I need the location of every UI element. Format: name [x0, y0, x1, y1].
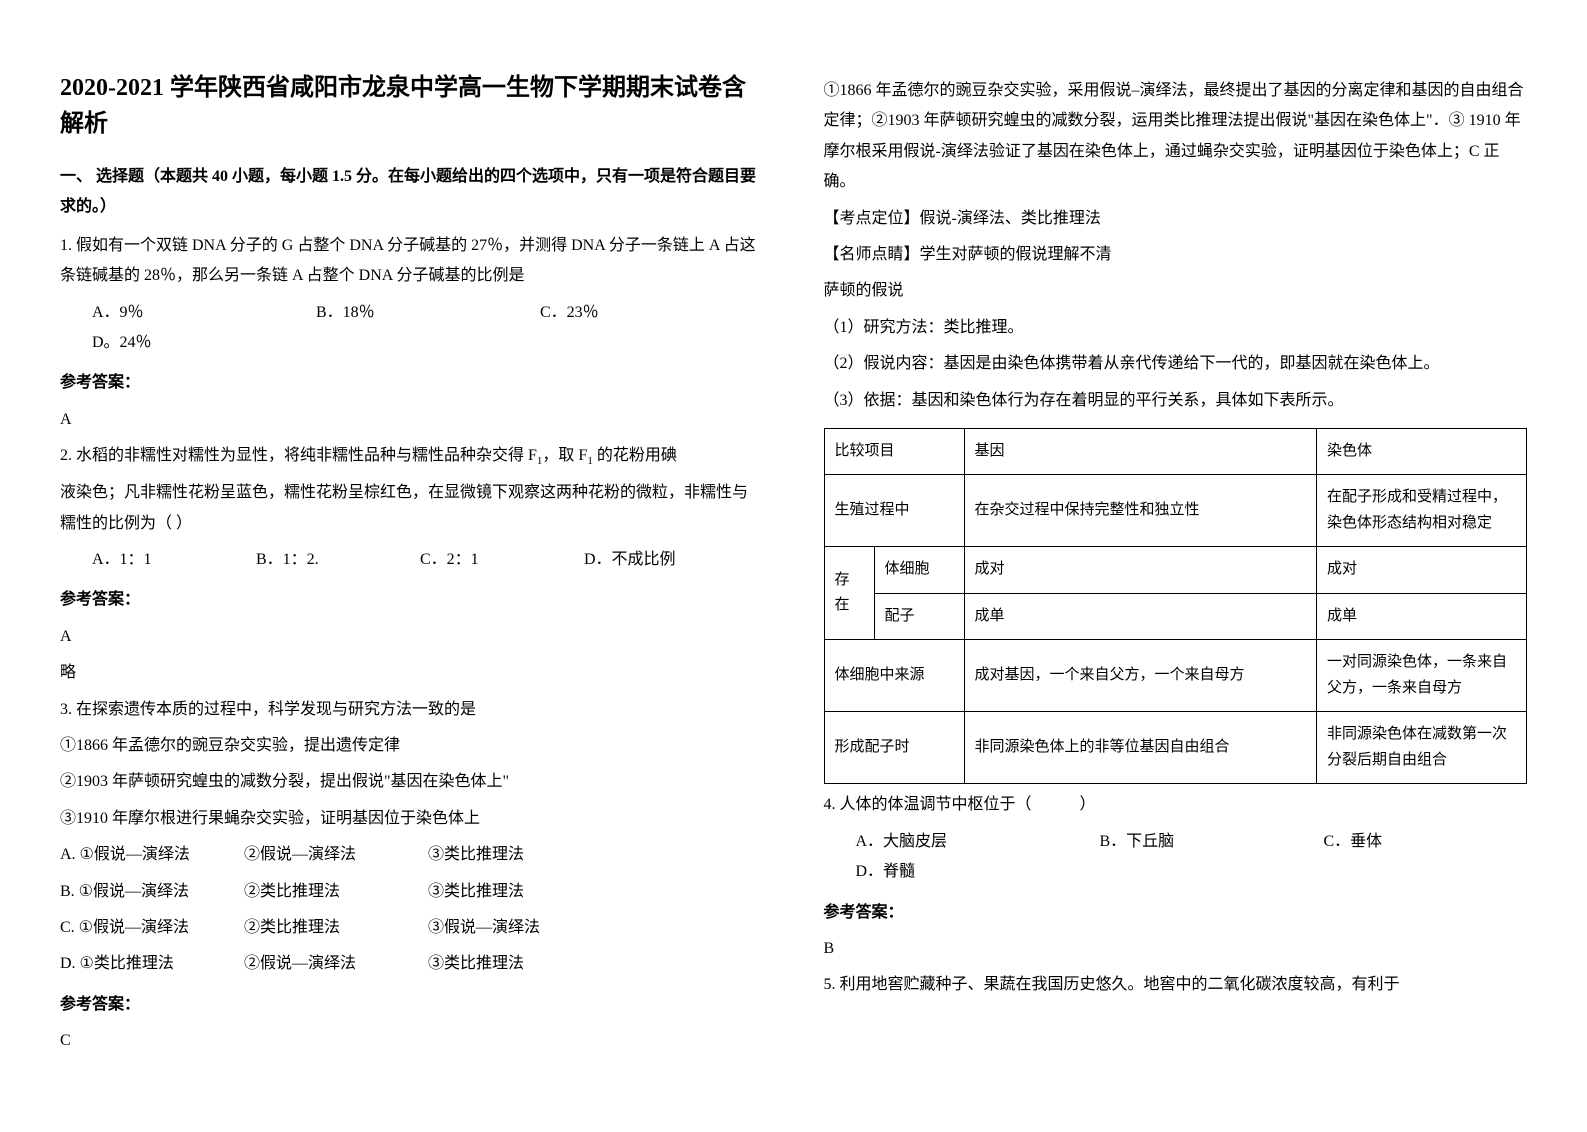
- q3-a-c2: ③类比推理法: [428, 840, 524, 870]
- q4-opt-d: D．脊髓: [856, 863, 916, 880]
- sutton-3: （3）依据：基因和染色体行为存在着明显的平行关系，具体如下表所示。: [824, 386, 1528, 416]
- q3-line2: ②1903 年萨顿研究蝗虫的减数分裂，提出假说"基因在染色体上": [60, 767, 764, 797]
- q1-opt-b: B．18％: [316, 298, 496, 328]
- q3-row-c: C. ①假说—演绎法 ②类比推理法 ③假说—演绎法: [60, 913, 764, 943]
- r3-c0: 体细胞中来源: [824, 640, 964, 712]
- q3-ans-label: 参考答案：: [60, 990, 764, 1020]
- q3-explanation: ①1866 年孟德尔的豌豆杂交实验，采用假说–演绎法，最终提出了基因的分离定律和…: [824, 76, 1528, 198]
- q4-options-row1: A．大脑皮层 B．下丘脑 C．垂体: [824, 827, 1528, 857]
- r2b-c2: 成单: [1317, 593, 1527, 640]
- sutton-title: 萨顿的假说: [824, 276, 1528, 306]
- q1-text: 1. 假如有一个双链 DNA 分子的 G 占整个 DNA 分子碱基的 27％，并…: [60, 231, 764, 292]
- q4-opt-c: C．垂体: [1324, 827, 1383, 857]
- r1-c2: 在配子形成和受精过程中，染色体形态结构相对稳定: [1317, 475, 1527, 547]
- r1-c1: 在杂交过程中保持完整性和独立性: [964, 475, 1317, 547]
- q2-ans-label: 参考答案：: [60, 585, 764, 615]
- r1-c0: 生殖过程中: [824, 475, 964, 547]
- q2-opt-c: C．2：1: [420, 545, 540, 575]
- q4-ans: B: [824, 934, 1528, 964]
- q1-options-row2: D。24％: [60, 328, 764, 358]
- q2-t1c: 的花粉用碘: [593, 447, 677, 464]
- q2-opt-d: D．不成比例: [584, 545, 676, 575]
- r3-c1: 成对基因，一个来自父方，一个来自母方: [964, 640, 1317, 712]
- q4-options-row2: D．脊髓: [824, 857, 1528, 887]
- q3-line1: ①1866 年孟德尔的豌豆杂交实验，提出遗传定律: [60, 731, 764, 761]
- q2-ans2: 略: [60, 658, 764, 688]
- left-column: 2020-2021 学年陕西省咸阳市龙泉中学高一生物下学期期末试卷含解析 一、 …: [60, 70, 764, 1062]
- q2-text1: 2. 水稻的非糯性对糯性为显性，将纯非糯性品种与糯性品种杂交得 F1，取 F1 …: [60, 441, 764, 472]
- th-gene: 基因: [964, 428, 1317, 475]
- table-header-row: 比较项目 基因 染色体: [824, 428, 1527, 475]
- table-row: 体细胞中来源 成对基因，一个来自父方，一个来自母方 一对同源染色体，一条来自父方…: [824, 640, 1527, 712]
- th-compare: 比较项目: [824, 428, 964, 475]
- q2-opt-a: A．1：1: [92, 545, 212, 575]
- q3-b-c1: ②类比推理法: [244, 877, 424, 907]
- q3-c-c1: ②类比推理法: [244, 913, 424, 943]
- comparison-table: 比较项目 基因 染色体 生殖过程中 在杂交过程中保持完整性和独立性 在配子形成和…: [824, 428, 1528, 785]
- q1-opt-a: A．9％: [92, 298, 272, 328]
- q4-text: 4. 人体的体温调节中枢位于（ ）: [824, 790, 1528, 820]
- table-row: 存在 体细胞 成对 成对: [824, 547, 1527, 594]
- table-row: 生殖过程中 在杂交过程中保持完整性和独立性 在配子形成和受精过程中，染色体形态结…: [824, 475, 1527, 547]
- q1-ans: A: [60, 405, 764, 435]
- r2b-c1: 成单: [964, 593, 1317, 640]
- q3-ms: 【名师点睛】学生对萨顿的假说理解不清: [824, 240, 1528, 270]
- q3-d-c1: ②假说—演绎法: [244, 949, 424, 979]
- q4-ans-label: 参考答案：: [824, 898, 1528, 928]
- q3-b-c2: ③类比推理法: [428, 877, 524, 907]
- r2b-c0: 配子: [874, 593, 964, 640]
- r4-c1: 非同源染色体上的非等位基因自由组合: [964, 712, 1317, 784]
- q2-t1b: ，取 F: [542, 447, 587, 464]
- q3-c-c2: ③假说—演绎法: [428, 913, 540, 943]
- q3-row-d: D. ①类比推理法 ②假说—演绎法 ③类比推理法: [60, 949, 764, 979]
- q3-b-c0: B. ①假说—演绎法: [60, 877, 240, 907]
- r2a-c2: 成对: [1317, 547, 1527, 594]
- r3-c2: 一对同源染色体，一条来自父方，一条来自母方: [1317, 640, 1527, 712]
- th-chrom: 染色体: [1317, 428, 1527, 475]
- r2a-c0: 体细胞: [874, 547, 964, 594]
- q3-a-c1: ②假说—演绎法: [244, 840, 424, 870]
- q2-t1a: 2. 水稻的非糯性对糯性为显性，将纯非糯性品种与糯性品种杂交得 F: [60, 447, 537, 464]
- q3-line3: ③1910 年摩尔根进行果蝇杂交实验，证明基因位于染色体上: [60, 804, 764, 834]
- q3-c-c0: C. ①假说—演绎法: [60, 913, 240, 943]
- r4-c0: 形成配子时: [824, 712, 964, 784]
- q5-text: 5. 利用地窖贮藏种子、果蔬在我国历史悠久。地窖中的二氧化碳浓度较高，有利于: [824, 970, 1528, 1000]
- q1-opt-d: D。24％: [92, 334, 152, 351]
- sutton-2: （2）假说内容：基因是由染色体携带着从亲代传递给下一代的，即基因就在染色体上。: [824, 349, 1528, 379]
- table-row: 配子 成单 成单: [824, 593, 1527, 640]
- q2-options: A．1：1 B．1：2. C．2：1 D．不成比例: [60, 545, 764, 575]
- r4-c2: 非同源染色体在减数第一次分裂后期自由组合: [1317, 712, 1527, 784]
- sutton-1: （1）研究方法：类比推理。: [824, 313, 1528, 343]
- q2-ans: A: [60, 622, 764, 652]
- q4-opt-b: B．下丘脑: [1100, 827, 1280, 857]
- q3-ans: C: [60, 1026, 764, 1056]
- exam-title: 2020-2021 学年陕西省咸阳市龙泉中学高一生物下学期期末试卷含解析: [60, 70, 764, 142]
- table-row: 形成配子时 非同源染色体上的非等位基因自由组合 非同源染色体在减数第一次分裂后期…: [824, 712, 1527, 784]
- q3-text: 3. 在探索遗传本质的过程中，科学发现与研究方法一致的是: [60, 695, 764, 725]
- q1-opt-c: C．23％: [540, 298, 599, 328]
- r2a-c1: 成对: [964, 547, 1317, 594]
- section-1-head: 一、 选择题（本题共 40 小题，每小题 1.5 分。在每小题给出的四个选项中，…: [60, 162, 764, 223]
- q3-d-c2: ③类比推理法: [428, 949, 524, 979]
- q3-d-c0: D. ①类比推理法: [60, 949, 240, 979]
- q1-options-row1: A．9％ B．18％ C．23％: [60, 298, 764, 328]
- q1-ans-label: 参考答案：: [60, 368, 764, 398]
- q2-text2: 液染色；凡非糯性花粉呈蓝色，糯性花粉呈棕红色，在显微镜下观察这两种花粉的微粒，非…: [60, 478, 764, 539]
- q3-a-c0: A. ①假说—演绎法: [60, 840, 240, 870]
- q3-row-b: B. ①假说—演绎法 ②类比推理法 ③类比推理法: [60, 877, 764, 907]
- q4-opt-a: A．大脑皮层: [856, 827, 1056, 857]
- right-column: ①1866 年孟德尔的豌豆杂交实验，采用假说–演绎法，最终提出了基因的分离定律和…: [824, 70, 1528, 1062]
- q2-opt-b: B．1：2.: [256, 545, 376, 575]
- q3-kd: 【考点定位】假说-演绎法、类比推理法: [824, 204, 1528, 234]
- r2-rowlbl: 存在: [824, 547, 874, 640]
- q3-row-a: A. ①假说—演绎法 ②假说—演绎法 ③类比推理法: [60, 840, 764, 870]
